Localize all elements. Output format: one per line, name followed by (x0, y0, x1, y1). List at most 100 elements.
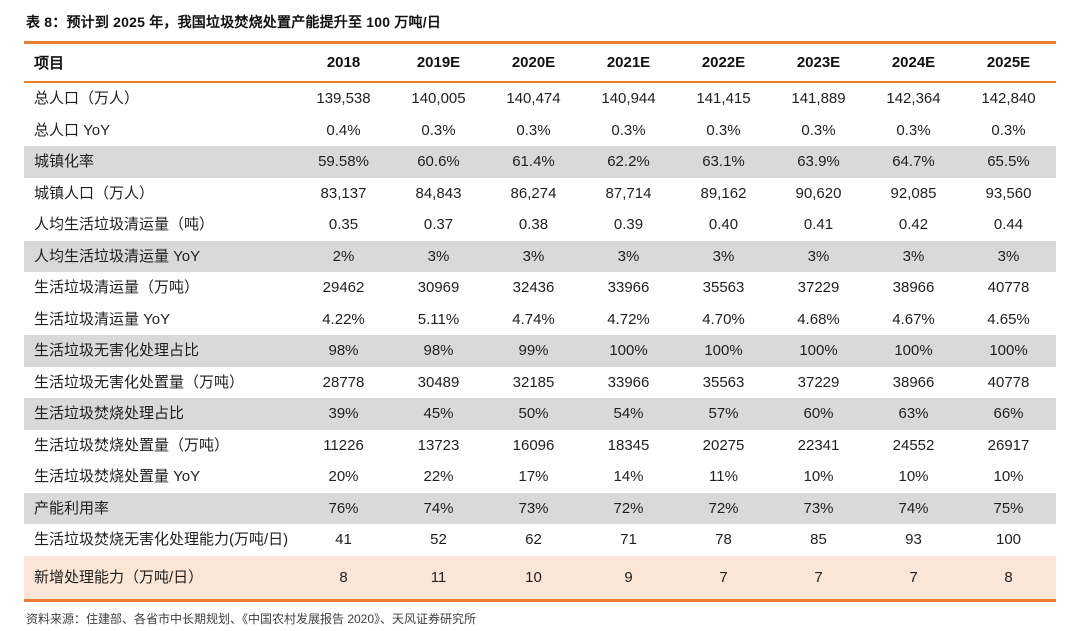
cell-value: 41 (335, 531, 352, 548)
header-cell-item: 项目 (24, 42, 296, 83)
cell-value: 93 (905, 531, 922, 548)
cell-value: 72% (676, 492, 771, 524)
cell-value: 0.3% (421, 121, 456, 139)
row-label: 生活垃圾清运量 YoY (34, 310, 171, 328)
cell-value: 0.35 (328, 216, 359, 233)
table-row: 城镇化率 59.58% 60.6% 61.4% 62.2% 63.1% 63.9% 64.7%… (24, 146, 1056, 178)
cell-value: 141,889 (791, 90, 846, 107)
cell-value: 32185 (512, 373, 555, 391)
cell-value: 87,714 (605, 184, 652, 202)
row-label: 生活垃圾清运量（万吨） (34, 279, 200, 296)
cell-value: 66% (961, 398, 1056, 430)
cell-value: 16096 (512, 436, 555, 454)
cell-value: 30489 (417, 373, 460, 391)
cell-value: 40778 (987, 373, 1030, 391)
table-row: 产能利用率 76% 74% 73% 72% 72% 73% 74% 75% (24, 492, 1056, 524)
cell-value: 141,415 (696, 90, 751, 107)
cell-value: 90,620 (795, 184, 842, 202)
cell-value: 29462 (322, 279, 365, 296)
header-cell-year: 2019E (391, 42, 486, 83)
cell-value: 4.67% (892, 310, 935, 328)
cell-value: 64.7% (866, 146, 961, 178)
cell-value: 139,538 (316, 90, 371, 107)
table-row: 生活垃圾无害化处置量（万吨） 28778 30489 32185 33966 35563 3… (24, 367, 1056, 399)
cell-value: 0.40 (708, 216, 739, 233)
cell-value: 28778 (322, 373, 365, 391)
cell-value: 40778 (987, 279, 1030, 296)
cell-value: 54% (581, 398, 676, 430)
cell-value: 76% (296, 492, 391, 524)
cell-value: 71 (620, 531, 637, 548)
cell-value: 0.42 (898, 216, 929, 233)
header-cell-year: 2025E (961, 42, 1056, 83)
cell-value: 0.44 (993, 216, 1024, 233)
row-label: 生活垃圾焚烧无害化处理能力(万吨/日) (34, 531, 289, 548)
cell-value: 78 (715, 531, 732, 548)
cell-value: 0.37 (423, 216, 454, 233)
cell-value: 37229 (797, 373, 840, 391)
row-label: 生活垃圾焚烧处理占比 (24, 398, 296, 430)
cell-value: 39% (296, 398, 391, 430)
cell-value: 2% (296, 240, 391, 272)
cell-value: 33966 (607, 279, 650, 296)
cell-value: 73% (771, 492, 866, 524)
cell-value: 74% (866, 492, 961, 524)
cell-value: 98% (391, 335, 486, 367)
cell-value: 100% (676, 335, 771, 367)
cell-value: 7 (866, 555, 961, 601)
cell-value: 0.3% (991, 121, 1026, 139)
table-row: 生活垃圾清运量（万吨） 29462 30969 32436 33966 35563 3722… (24, 272, 1056, 304)
cell-value: 140,005 (411, 90, 466, 107)
cell-value: 24552 (892, 436, 935, 454)
cell-value: 100% (771, 335, 866, 367)
header-cell-year: 2024E (866, 42, 961, 83)
cell-value: 38966 (892, 279, 935, 296)
cell-value: 92,085 (890, 184, 937, 202)
cell-value: 57% (676, 398, 771, 430)
cell-value: 38966 (892, 373, 935, 391)
cell-value: 3% (961, 240, 1056, 272)
row-label: 人均生活垃圾清运量 YoY (24, 240, 296, 272)
cell-value: 7 (676, 555, 771, 601)
cell-value: 10% (898, 468, 929, 485)
cell-value: 140,944 (601, 90, 656, 107)
cell-value: 85 (810, 531, 827, 548)
cell-value: 4.72% (607, 310, 650, 328)
cell-value: 45% (391, 398, 486, 430)
cell-value: 84,843 (415, 184, 462, 202)
table-row: 生活垃圾无害化处理占比 98% 98% 99% 100% 100% 100% 100% 100% (24, 335, 1056, 367)
cell-value: 98% (296, 335, 391, 367)
cell-value: 9 (581, 555, 676, 601)
table-row: 人均生活垃圾清运量（吨） 0.35 0.37 0.38 0.39 0.40 0.41 0.42… (24, 209, 1056, 241)
cell-value: 37229 (797, 279, 840, 296)
row-label: 新增处理能力（万吨/日） (24, 555, 296, 601)
table-row: 生活垃圾焚烧处置量（万吨） 11226 13723 16096 18345 20275 22… (24, 430, 1056, 462)
cell-value: 63.1% (676, 146, 771, 178)
cell-value: 73% (486, 492, 581, 524)
cell-value: 4.68% (797, 310, 840, 328)
cell-value: 4.65% (987, 310, 1030, 328)
row-label: 产能利用率 (24, 492, 296, 524)
cell-value: 3% (676, 240, 771, 272)
cell-value: 0.41 (803, 216, 834, 233)
cell-value: 142,840 (981, 90, 1036, 107)
row-label: 城镇人口（万人） (34, 184, 155, 202)
cell-value: 3% (866, 240, 961, 272)
table-row: 城镇人口（万人） 83,137 84,843 86,274 87,714 89,162 90… (24, 178, 1056, 210)
cell-value: 83,137 (320, 184, 367, 202)
cell-value: 74% (391, 492, 486, 524)
cell-value: 100 (995, 531, 1022, 548)
cell-value: 0.3% (801, 121, 836, 139)
table-row: 人均生活垃圾清运量 YoY 2% 3% 3% 3% 3% 3% 3% 3% (24, 240, 1056, 272)
cell-value: 60% (771, 398, 866, 430)
row-label: 生活垃圾焚烧处置量 YoY (34, 468, 201, 485)
cell-value: 8 (961, 555, 1056, 601)
row-label: 总人口（万人） (34, 90, 140, 107)
cell-value: 72% (581, 492, 676, 524)
table-header: 项目 2018 2019E 2020E 2021E 2022E 2023E 2024E 2025… (24, 42, 1056, 83)
cell-value: 0.3% (896, 121, 931, 139)
cell-value: 22341 (797, 436, 840, 454)
row-label: 人均生活垃圾清运量（吨） (34, 216, 215, 233)
cell-value: 75% (961, 492, 1056, 524)
